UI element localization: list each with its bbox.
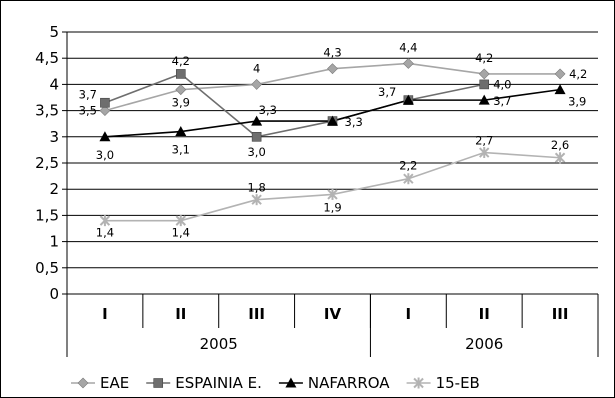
y-tick-label: 3,5 <box>35 102 59 120</box>
x-category-label: III <box>248 305 265 323</box>
y-tick-label: 5 <box>49 23 59 41</box>
legend-label: NAFARROA <box>308 374 390 392</box>
point-nafarroa <box>402 94 414 105</box>
y-tick-label: 4,5 <box>35 49 59 67</box>
y-tick-labels: 0 0,5 1 1,5 2 2,5 3 3,5 4 4,5 5 <box>35 23 59 303</box>
point-eae <box>327 63 338 75</box>
point-espainia-e- <box>479 79 490 90</box>
point-15-eb <box>479 147 490 159</box>
x-category-label: I <box>102 305 108 323</box>
x-category-label: IV <box>324 305 342 323</box>
series-line-espainia-e- <box>104 73 485 138</box>
legend-item: ESPAINIA E. <box>146 374 262 392</box>
legend-marker <box>153 378 164 388</box>
point-nafarroa <box>175 126 187 137</box>
point-15-eb <box>251 194 262 206</box>
point-espainia-e- <box>100 97 110 108</box>
data-label: 3,0 <box>96 148 114 162</box>
data-label: 4,0 <box>493 77 511 91</box>
data-label: 4,2 <box>569 67 587 81</box>
data-label: 3,3 <box>259 103 277 117</box>
data-label: 3,0 <box>247 145 265 159</box>
x-category-label: II <box>175 305 186 323</box>
data-label: 3,7 <box>79 88 97 102</box>
y-tick-label: 2,5 <box>35 154 59 172</box>
data-label: 2,6 <box>551 138 569 152</box>
data-label: 1,4 <box>172 226 190 240</box>
point-espainia-e- <box>251 132 262 142</box>
point-15-eb <box>99 215 111 227</box>
point-eae <box>175 84 187 96</box>
y-tick-label: 1 <box>49 233 59 251</box>
y-tick-label: 1,5 <box>35 206 59 224</box>
data-label: 4,3 <box>323 46 341 60</box>
legend-item: NAFARROA <box>278 374 390 392</box>
legend: EAE ESPAINIA E. NAFARROA 15-EB <box>71 374 480 392</box>
data-label: 3,9 <box>568 95 586 109</box>
data-label: 3,3 <box>345 115 363 129</box>
point-eae <box>251 78 263 90</box>
data-label: 4,2 <box>475 51 493 65</box>
point-nafarroa <box>554 84 566 95</box>
data-label: 3,9 <box>172 96 190 110</box>
legend-label: 15-EB <box>436 374 480 392</box>
point-eae <box>402 58 414 69</box>
x-category-label: II <box>479 305 490 323</box>
point-15-eb <box>327 188 338 200</box>
point-espainia-e- <box>175 69 186 79</box>
data-label: 4,2 <box>172 54 190 68</box>
point-eae <box>554 68 566 80</box>
legend-label: EAE <box>100 374 129 392</box>
data-label: 1,4 <box>96 226 114 240</box>
y-tick-label: 4 <box>49 75 59 93</box>
x-group-label: 2006 <box>465 335 503 353</box>
data-label: 1,9 <box>323 200 341 214</box>
y-tick-label: 3 <box>49 128 59 146</box>
x-category-label: I <box>406 305 412 323</box>
data-label: 1,8 <box>247 181 265 195</box>
data-label: 4 <box>253 61 260 75</box>
grid-lines <box>67 31 598 269</box>
legend-marker <box>413 377 424 389</box>
point-nafarroa <box>99 131 111 142</box>
data-label: 3,5 <box>79 104 97 118</box>
legend-item: EAE <box>71 374 129 392</box>
data-label: 3,7 <box>493 94 511 108</box>
data-label: 4,4 <box>399 40 417 54</box>
x-category-label: III <box>552 305 569 323</box>
point-15-eb <box>175 215 186 227</box>
point-15-eb <box>403 173 414 185</box>
x-group-label: 2005 <box>200 335 238 353</box>
data-label: 3,1 <box>172 143 190 157</box>
legend-marker <box>285 377 297 388</box>
point-nafarroa <box>327 115 338 126</box>
data-label: 2,2 <box>399 159 417 173</box>
legend-item: 15-EB <box>406 374 480 392</box>
point-15-eb <box>554 152 566 164</box>
y-tick-label: 0,5 <box>35 259 59 277</box>
point-eae <box>99 105 111 117</box>
point-nafarroa <box>478 94 490 105</box>
y-tick-label: 0 <box>49 285 59 303</box>
data-labels: 3,5 3,9 4 4,3 4,4 4,2 4,2 3,7 4,2 3,7 4,0 3,0 3,1 3,3… <box>79 40 588 239</box>
data-markers <box>99 58 566 227</box>
legend-label: ESPAINIA E. <box>175 374 262 392</box>
data-label: 2,7 <box>475 134 493 148</box>
legend-marker <box>77 377 89 389</box>
data-label: 3,7 <box>378 85 396 99</box>
y-tick-label: 2 <box>49 180 59 198</box>
point-nafarroa <box>251 115 263 126</box>
point-eae <box>478 68 490 80</box>
axes <box>62 31 599 357</box>
